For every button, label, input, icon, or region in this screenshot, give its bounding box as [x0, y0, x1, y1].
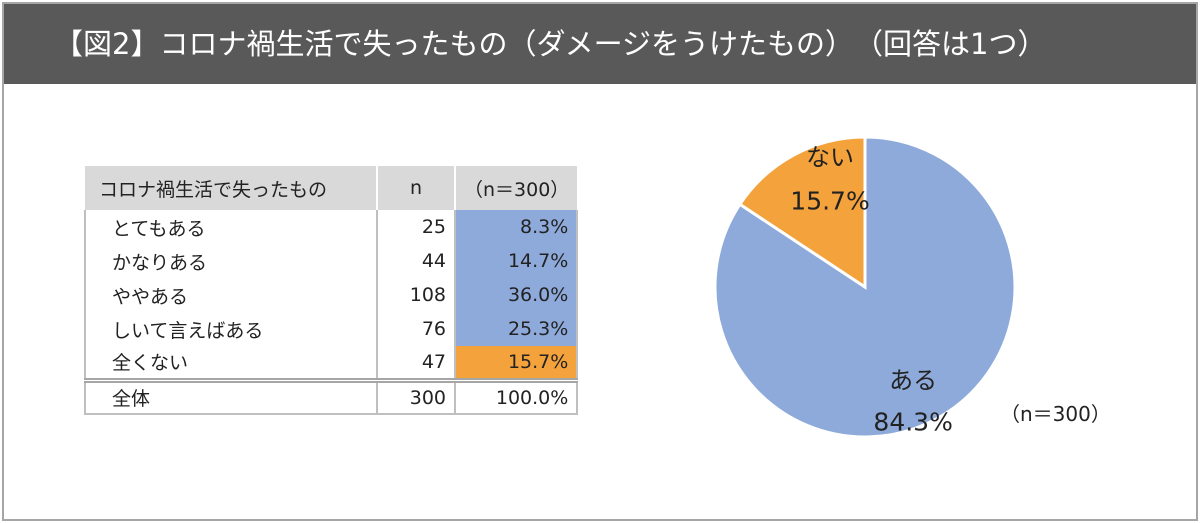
pie-slice-category-label: ある: [889, 367, 937, 395]
pie-chart-svg: ある 84.3% ない 15.7%: [713, 135, 1017, 439]
row-label: かなりある: [84, 244, 378, 278]
column-header-percent: （n＝300）: [455, 166, 578, 210]
total-percent: 100.0%: [455, 380, 579, 415]
row-n: 47: [377, 346, 456, 383]
response-table: コロナ禍生活で失ったもの n （n＝300） とてもある 25 8.3% かなり…: [84, 166, 579, 415]
column-header-item: コロナ禍生活で失ったもの: [85, 166, 378, 210]
pie-chart: ある 84.3% ない 15.7%: [700, 135, 1030, 445]
total-n: 300: [377, 380, 456, 415]
table-total-row: 全体 300 100.0%: [84, 380, 579, 415]
table-header-row: コロナ禍生活で失ったもの n （n＝300）: [85, 166, 578, 210]
row-percent: 25.3%: [455, 312, 579, 346]
table-row: しいて言えばある 76 25.3%: [84, 312, 579, 346]
row-percent: 8.3%: [455, 210, 579, 244]
row-label: しいて言えばある: [84, 312, 378, 346]
pie-slice-value-label: 15.7%: [790, 186, 869, 215]
pie-slice-category-label: ない: [806, 143, 854, 171]
row-percent: 14.7%: [455, 244, 579, 278]
row-percent: 36.0%: [455, 278, 579, 312]
table-row: 全くない 47 15.7%: [84, 346, 579, 383]
table-row: ややある 108 36.0%: [84, 278, 579, 312]
row-n: 108: [377, 278, 456, 312]
table-row: とてもある 25 8.3%: [84, 210, 579, 244]
row-label: 全くない: [84, 346, 378, 383]
row-label: とてもある: [84, 210, 378, 244]
row-label: ややある: [84, 278, 378, 312]
row-n: 44: [377, 244, 456, 278]
table-row: かなりある 44 14.7%: [84, 244, 579, 278]
row-percent: 15.7%: [455, 346, 579, 383]
pie-sample-size: （n＝300）: [1000, 402, 1111, 426]
figure-title: 【図2】コロナ禍生活で失ったもの（ダメージをうけたもの） （回答は1つ）: [4, 4, 1196, 84]
pie-slice-nai: [737, 135, 867, 290]
pie-slice-value-label: 84.3%: [873, 408, 952, 437]
row-n: 76: [377, 312, 456, 346]
total-label: 全体: [84, 380, 378, 415]
column-header-n: n: [377, 166, 456, 210]
row-n: 25: [377, 210, 456, 244]
